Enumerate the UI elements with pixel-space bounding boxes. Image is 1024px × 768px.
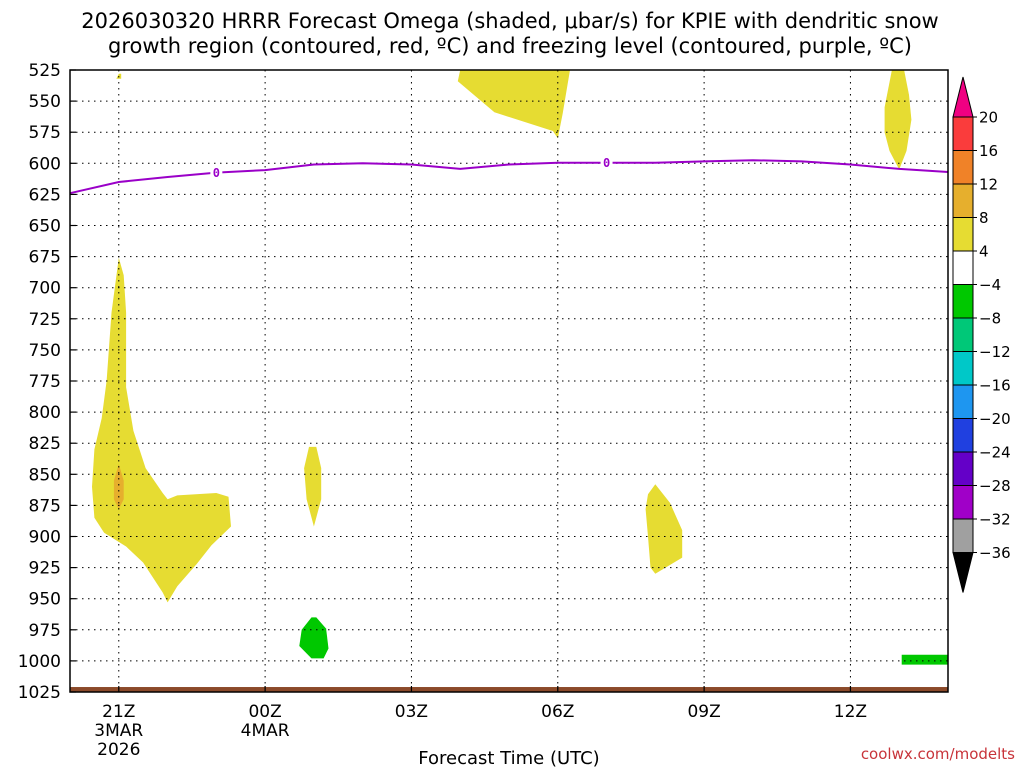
dotted-grid (70, 70, 948, 692)
omega-region-7 (299, 617, 329, 659)
omega-region-8 (901, 654, 948, 665)
colorbar-label--8: −8 (979, 310, 1001, 328)
x-tick-year-21Z: 2026 (97, 740, 140, 760)
colorbar-label--12: −12 (979, 343, 1011, 361)
terrain-fill (70, 687, 948, 692)
colorbar: 20 16 12 8 4 −4 −8 −12 −16 −20 −24 −28 −32 −36 (952, 76, 1011, 593)
y-tick-label-625: 625 (29, 185, 61, 205)
y-tick-label-725: 725 (29, 310, 61, 330)
y-tick-label-775: 775 (29, 372, 61, 392)
y-tick-label-575: 575 (29, 123, 61, 143)
colorbar-label--32: −32 (979, 511, 1011, 529)
x-tick-label-00Z: 00Z (248, 702, 281, 722)
colorbar-label--20: −20 (979, 410, 1011, 428)
colorbar-swatch-6 (952, 351, 974, 386)
colorbar-label--36: −36 (979, 544, 1011, 562)
x-tick-label-12Z: 12Z (834, 702, 867, 722)
y-tick-label-750: 750 (29, 341, 61, 361)
x-axis-label: Forecast Time (UTC) (418, 748, 599, 768)
omega-shaded-regions (92, 70, 948, 665)
omega-region-2 (884, 70, 912, 170)
colorbar-swatch-1 (952, 518, 974, 553)
colorbar-bottom-arrow (952, 552, 974, 593)
x-tick-label-03Z: 03Z (395, 702, 428, 722)
y-tick-label-825: 825 (29, 434, 61, 454)
colorbar-label--4: −4 (979, 276, 1001, 294)
colorbar-label--24: −24 (979, 444, 1011, 462)
freezing-label-bg-1 (600, 155, 613, 169)
colorbar-swatch-5 (952, 384, 974, 419)
y-tick-label-600: 600 (29, 154, 61, 174)
colorbar-swatch-8 (952, 284, 974, 319)
colorbar-swatch-4 (952, 418, 974, 453)
colorbar-top-arrow (952, 76, 974, 118)
freezing-label-bg-0 (210, 165, 223, 179)
omega-region-1 (457, 70, 570, 139)
colorbar-label-12: 12 (979, 176, 998, 194)
omega-region-5 (645, 484, 683, 574)
omega-region-3 (92, 257, 231, 603)
colorbar-swatch-7 (952, 317, 974, 352)
y-tick-label-1000: 1000 (18, 652, 61, 672)
colorbar-swatch-3 (952, 451, 974, 486)
colorbar-swatch-12 (952, 150, 974, 185)
y-tick-label-800: 800 (29, 403, 61, 423)
colorbar-label-4: 4 (979, 243, 989, 261)
y-tick-label-975: 975 (29, 621, 61, 641)
y-tick-label-550: 550 (29, 92, 61, 112)
colorbar-label-16: 16 (979, 142, 998, 160)
freezing-level-contour (69, 159, 949, 195)
colorbar-label-20: 20 (979, 109, 998, 127)
pressure-axis: 525 550 575 600 625 650 675 700 725 750 775 800 825 8… (18, 61, 76, 703)
y-tick-label-525: 525 (29, 61, 61, 81)
x-tick-label-21Z: 21Z (102, 702, 135, 722)
y-tick-label-650: 650 (29, 217, 61, 237)
omega-region-4 (304, 446, 322, 527)
colorbar-swatch-10 (952, 217, 974, 252)
credit-text: coolwx.com/modelts (861, 745, 1015, 763)
y-tick-label-900: 900 (29, 528, 61, 548)
x-tick-date-00Z: 4MAR (241, 721, 290, 741)
colorbar-swatch-11 (952, 183, 974, 218)
y-tick-label-875: 875 (29, 496, 61, 516)
chart-title-line2: growth region (contoured, red, ºC) and f… (108, 34, 912, 58)
y-tick-label-675: 675 (29, 248, 61, 268)
x-tick-date-21Z: 3MAR (94, 721, 143, 741)
y-tick-label-925: 925 (29, 559, 61, 579)
freezing-label-1: 0 (603, 156, 610, 170)
colorbar-swatch-9 (952, 250, 974, 285)
omega-region-6 (113, 464, 124, 510)
colorbar-label--16: −16 (979, 377, 1011, 395)
chart-title-line1: 2026030320 HRRR Forecast Omega (shaded, … (81, 9, 938, 33)
y-tick-label-950: 950 (29, 590, 61, 610)
y-tick-label-850: 850 (29, 465, 61, 485)
freezing-label-0: 0 (213, 166, 220, 180)
y-tick-label-1025: 1025 (18, 683, 61, 703)
x-tick-label-09Z: 09Z (687, 702, 720, 722)
colorbar-label--28: −28 (979, 477, 1011, 495)
colorbar-swatch-13 (952, 116, 974, 151)
x-tick-label-06Z: 06Z (541, 702, 574, 722)
colorbar-label-8: 8 (979, 209, 989, 227)
freezing-level-labels: 00 (210, 155, 613, 180)
colorbar-swatch-2 (952, 485, 974, 520)
y-tick-label-700: 700 (29, 279, 61, 299)
